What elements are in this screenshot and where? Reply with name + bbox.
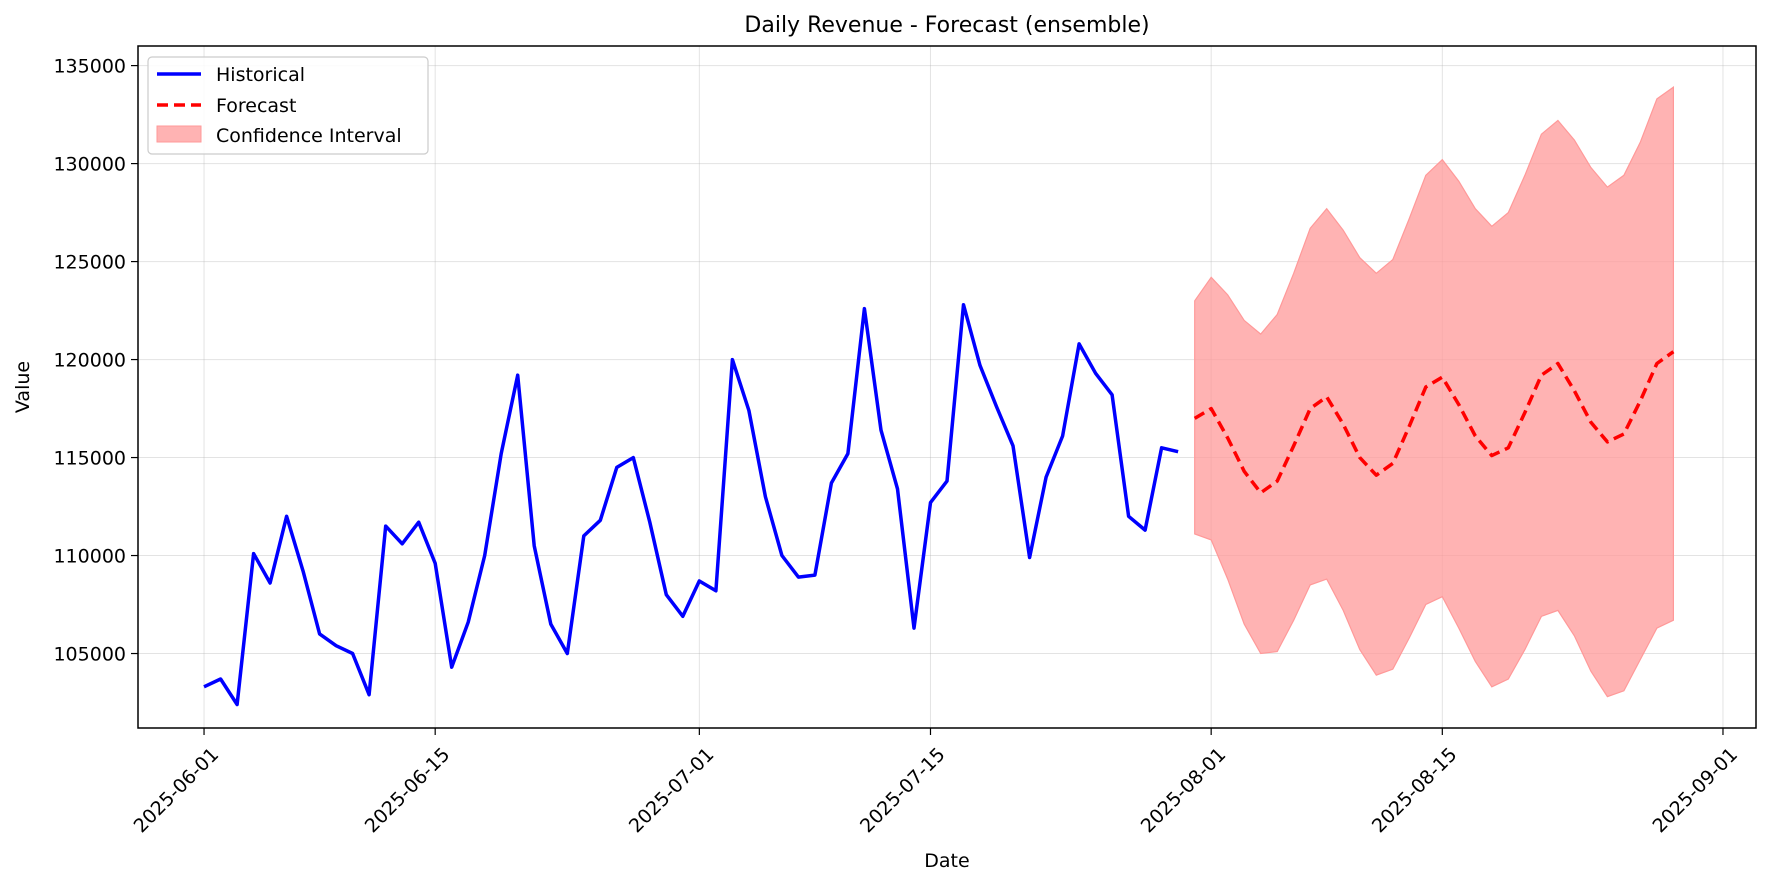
forecast-line [1193,350,1675,495]
confidence-interval-band [1194,86,1675,698]
x-tick-label: 2025-07-01 [625,744,719,838]
series-layer [203,302,1675,707]
x-axis-label: Date [924,850,969,872]
y-tick-label: 135000 [53,56,126,78]
plot-area [137,45,1757,729]
x-tick-label: 2025-08-01 [1137,744,1231,838]
confidence-interval-layer [1194,86,1675,698]
y-tick-label: 120000 [53,350,126,372]
legend-confidence-interval-swatch [156,125,202,143]
y-tick-label: 110000 [53,546,126,568]
x-tick-label: 2025-06-15 [361,744,455,838]
chart-title: Daily Revenue - Forecast (ensemble) [744,13,1149,38]
x-tick-label: 2025-06-01 [130,744,224,838]
legend-forecast-label: Forecast [216,95,296,117]
x-tick-label: 2025-08-15 [1368,744,1462,838]
plot-frame [137,45,1757,729]
x-axis: 2025-06-01 2025-06-15 2025-07-01 2025-07-15… [130,728,1742,838]
legend-historical-label: Historical [216,64,305,86]
y-axis: 105000 110000 115000 120000 125000 130000 1350… [53,56,138,666]
x-tick-label: 2025-07-15 [856,744,950,838]
legend: Historical Forecast Confidence Interval [147,56,429,155]
y-tick-label: 130000 [53,154,126,176]
y-tick-label: 125000 [53,252,126,274]
legend-box [147,56,429,155]
x-tick-label: 2025-09-01 [1648,744,1742,838]
y-tick-label: 105000 [53,644,126,666]
y-axis-label: Value [12,361,34,413]
historical-line [203,302,1179,707]
y-tick-label: 115000 [53,448,126,470]
legend-confidence-interval-label: Confidence Interval [216,125,402,147]
